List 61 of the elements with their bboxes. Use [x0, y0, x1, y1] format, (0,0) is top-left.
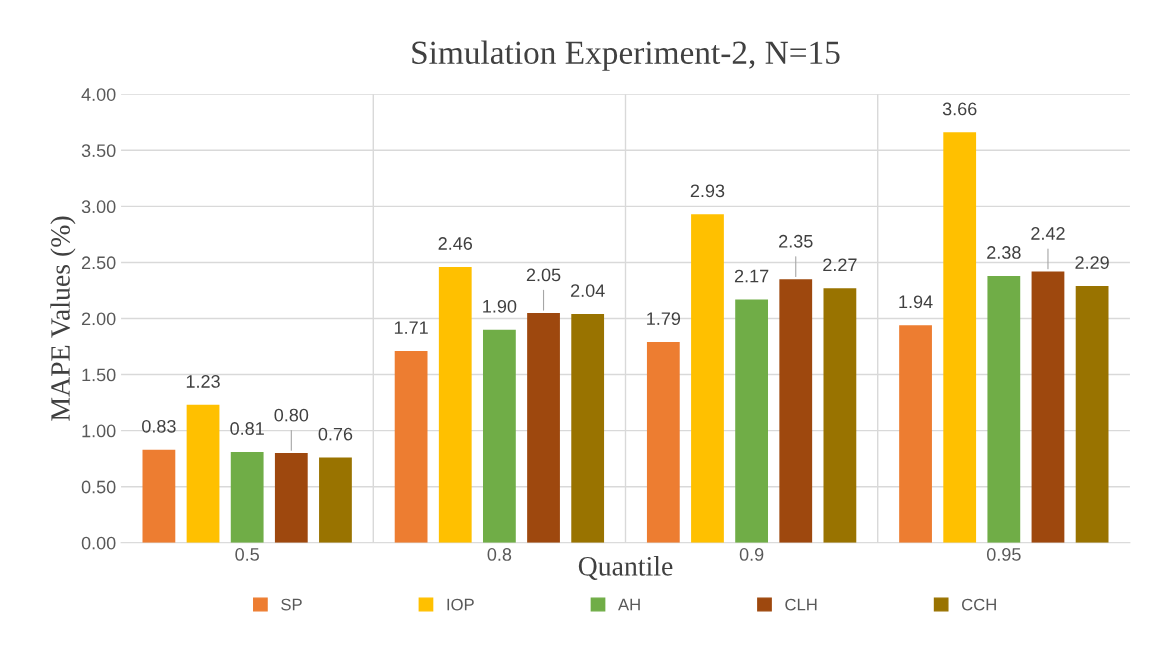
y-tick-label: 3.00	[81, 200, 116, 214]
bar	[899, 325, 932, 543]
bar	[483, 329, 516, 543]
data-label: 2.93	[690, 184, 725, 198]
bar	[438, 266, 472, 543]
y-tick-label: 2.50	[81, 256, 116, 270]
legend-label: IOP	[447, 598, 474, 611]
data-label: 2.35	[779, 234, 813, 248]
bar	[319, 457, 352, 543]
data-label: 1.90	[483, 299, 517, 313]
bar	[230, 451, 264, 543]
data-label: 0.83	[142, 419, 176, 433]
y-tick-label: 2.00	[81, 312, 116, 326]
y-axis-title: MAPE Values (%)	[50, 216, 76, 421]
bar	[779, 279, 813, 543]
data-label: 2.38	[987, 246, 1021, 259]
data-label: 1.71	[394, 321, 428, 334]
data-label: 2.05	[526, 268, 561, 282]
bar	[274, 453, 308, 543]
data-label: 2.42	[1031, 227, 1065, 240]
x-tick-label: 0.5	[235, 548, 259, 561]
data-label: 2.29	[1075, 256, 1109, 269]
legend-label: AH	[618, 598, 640, 611]
data-label: 1.94	[899, 295, 933, 309]
bar	[646, 342, 680, 543]
x-tick-label: 0.95	[986, 548, 1021, 561]
bar	[186, 404, 220, 543]
y-tick-label: 1.00	[82, 424, 116, 438]
data-label: 1.23	[186, 375, 220, 388]
bar	[1075, 285, 1109, 543]
bar	[691, 214, 724, 543]
bar	[735, 299, 769, 543]
y-tick-label: 3.50	[81, 144, 116, 158]
x-tick-label: 0.9	[739, 548, 764, 561]
bar	[943, 132, 977, 543]
bar	[142, 449, 176, 543]
data-label: 0.81	[230, 422, 264, 435]
data-label: 3.66	[942, 102, 977, 116]
data-label: 2.46	[438, 237, 473, 250]
bar	[987, 275, 1021, 543]
x-axis-title: Quantile	[578, 556, 673, 580]
y-tick-label: 1.50	[82, 368, 116, 382]
x-tick-label: 0.8	[487, 548, 512, 561]
chart-title: Simulation Experiment-2, N=15	[412, 40, 840, 71]
legend-label: CLH	[785, 598, 817, 611]
data-label: 2.17	[734, 269, 769, 283]
y-tick-label: 0.00	[81, 536, 116, 550]
data-label: 0.76	[318, 427, 353, 441]
data-label: 2.27	[823, 258, 857, 272]
bar	[394, 351, 428, 543]
bar	[527, 312, 560, 543]
data-label: 1.79	[647, 312, 681, 326]
data-label: 0.80	[274, 408, 309, 422]
bar	[571, 314, 605, 543]
legend-label: CCH	[962, 598, 996, 611]
bar	[823, 288, 857, 543]
y-tick-label: 4.00	[81, 88, 116, 101]
bar	[1031, 271, 1065, 543]
legend-label: SP	[281, 598, 302, 611]
y-tick-label: 0.50	[81, 480, 116, 494]
data-label: 2.04	[571, 284, 605, 297]
